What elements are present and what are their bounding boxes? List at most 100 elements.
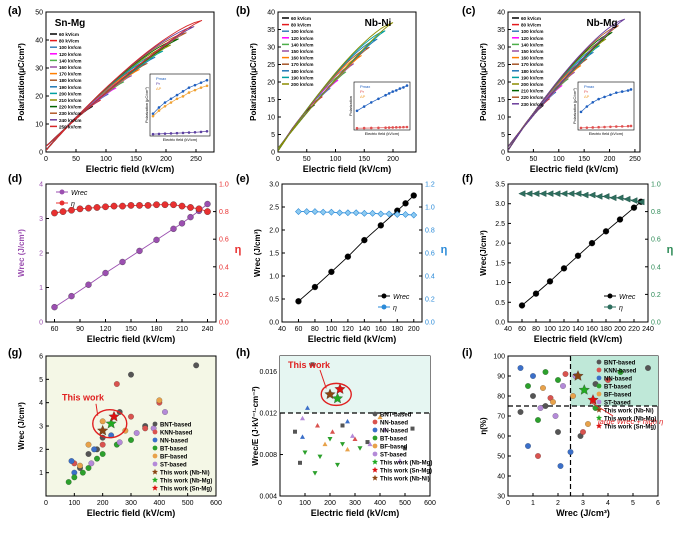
inset-point — [398, 87, 402, 90]
annotation-arrow — [95, 403, 99, 416]
panel-title: Nb-Mg — [586, 18, 617, 29]
series-line — [521, 201, 642, 306]
loops-b — [278, 22, 394, 152]
inset-frame — [149, 73, 211, 137]
x-tick-label: 100 — [544, 326, 556, 333]
data-point — [128, 437, 134, 443]
data-point — [602, 193, 610, 200]
legend-entry: NN-based — [604, 376, 632, 382]
legend-entry: 190 kV/cm — [291, 75, 313, 80]
inset-point — [169, 132, 173, 135]
x-tick-label: 2 — [556, 500, 560, 507]
inset-point — [369, 126, 373, 130]
legend-marker — [372, 458, 378, 465]
legend-entry: ST-based — [380, 452, 407, 458]
y2-tick-label: 1.0 — [425, 205, 435, 212]
y2-tick-label: 0.8 — [219, 209, 229, 216]
inset-point — [157, 109, 161, 112]
x-tick-label: 6 — [656, 500, 660, 507]
legend-entry: 240 kV/cm — [59, 118, 81, 123]
data-point — [560, 265, 568, 272]
data-point — [85, 465, 92, 471]
data-point — [156, 397, 163, 404]
loops-a — [46, 19, 203, 151]
x-tick-label: 0 — [44, 156, 48, 163]
this-work-marker — [587, 394, 599, 405]
data-point — [630, 197, 638, 204]
y-tick-label: 15 — [267, 97, 275, 104]
inset-point — [402, 125, 405, 129]
legend-marker — [596, 414, 602, 421]
data-point — [393, 211, 401, 218]
inset-legend-entry: Pr — [584, 89, 589, 94]
data-point — [605, 377, 611, 383]
x-tick-label: 40 — [278, 326, 286, 333]
x-tick-label: 200 — [97, 500, 109, 507]
legend-entry: BT-based — [604, 384, 631, 390]
inset-point — [362, 126, 366, 130]
legend-marker — [596, 375, 602, 381]
data-point — [410, 192, 417, 199]
y-tick-label: 2.5 — [495, 221, 505, 228]
legend-marker — [596, 391, 602, 397]
inset-y-label: Polarization (μC/cm²) — [573, 87, 577, 123]
data-point — [85, 281, 92, 288]
legend-entry: BT-based — [160, 446, 187, 452]
data-point — [352, 436, 358, 441]
x-tick-label: 150 — [358, 156, 370, 163]
annotation-text: This work — [288, 360, 331, 370]
data-point — [402, 211, 409, 218]
panel-title: Sn-Mg — [55, 18, 86, 29]
inset-legend-entry: ΔP — [584, 94, 590, 99]
y-tick-label: 5 — [271, 132, 275, 139]
legend-entry: 160 kV/cm — [521, 56, 543, 61]
y-tick-label: 40 — [497, 10, 505, 17]
inset-x-label: Electric field (kV/cm) — [163, 138, 198, 142]
x-tick-label: 100 — [100, 156, 112, 163]
y-tick-label: 3.5 — [495, 182, 505, 189]
data-point — [609, 194, 617, 202]
this-work-marker — [334, 383, 346, 394]
data-point — [136, 202, 143, 209]
y2-tick-label: 0.8 — [651, 209, 661, 216]
data-point — [161, 201, 169, 209]
y2-axis-label: η — [667, 244, 674, 256]
y2-tick-label: 0.2 — [425, 297, 435, 304]
x-tick-label: 300 — [125, 500, 137, 507]
data-point — [585, 421, 591, 427]
data-point — [645, 365, 651, 371]
x-tick-label: 400 — [153, 500, 165, 507]
legend-entry: 60 kV/cm — [59, 32, 79, 37]
inset-point — [175, 93, 179, 97]
panel-label-a: (a) — [8, 5, 22, 17]
x-tick-label: 60 — [51, 326, 59, 333]
data-point — [540, 385, 546, 391]
x-tick-label: 90 — [76, 326, 84, 333]
y-axis-label: Polarization(μC/cm²) — [17, 43, 26, 121]
y-tick-label: 4 — [39, 400, 43, 407]
data-point — [385, 210, 393, 218]
inset-point — [609, 125, 612, 129]
legend-marker — [596, 367, 602, 373]
data-point — [110, 202, 118, 210]
x-axis-label: Electric field (kV/cm) — [86, 164, 175, 174]
data-point — [119, 202, 126, 210]
y-tick-label: 30 — [497, 45, 505, 52]
legend-marker — [596, 383, 602, 389]
x-tick-label: 100 — [326, 326, 338, 333]
data-point — [303, 208, 311, 216]
data-point — [322, 441, 328, 447]
x-tick-label: 200 — [614, 326, 626, 333]
x-tick-label: 60 — [518, 326, 526, 333]
legend-entry: 140 kV/cm — [291, 42, 313, 47]
data-point — [410, 211, 418, 219]
data-point — [402, 200, 409, 207]
inset-point — [384, 126, 387, 130]
y-tick-label: 35 — [497, 27, 505, 34]
legend-marker — [372, 411, 378, 417]
y-tick-label: 0.0 — [269, 320, 279, 327]
x-axis-label: Electric field (kV/cm) — [534, 334, 623, 344]
this-work-marker — [578, 384, 590, 395]
data-point — [574, 190, 582, 197]
legend-marker — [372, 435, 378, 441]
